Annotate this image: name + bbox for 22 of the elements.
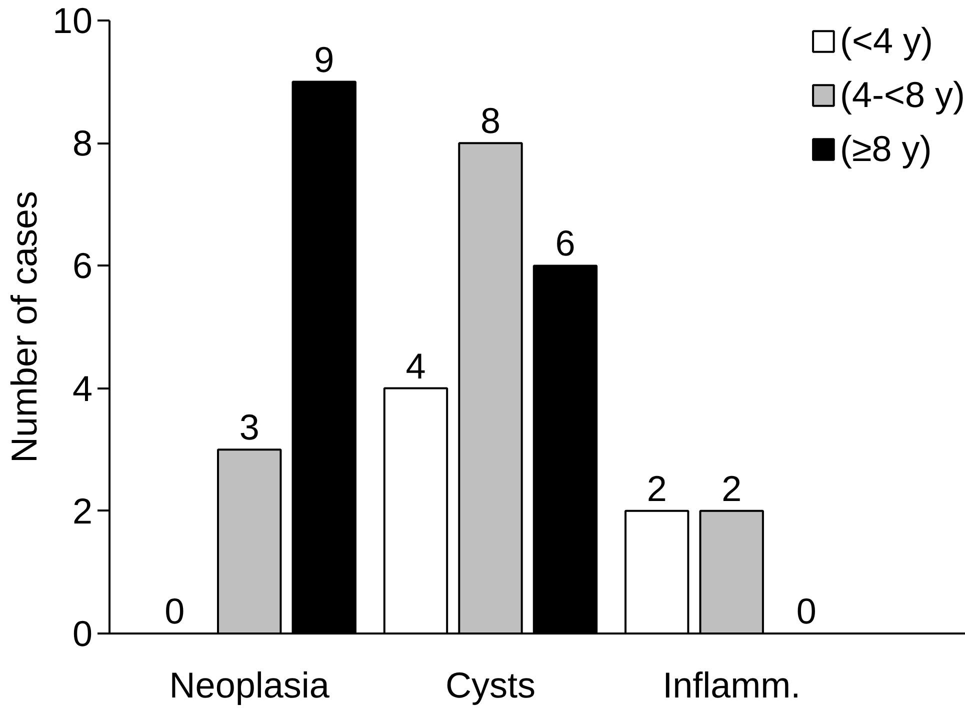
y-axis-title: Number of cases [3,190,44,464]
y-tick-label: 2 [72,490,93,532]
data-label: 2 [722,468,742,509]
legend-label: (<4 y) [840,20,933,62]
data-label: 9 [314,38,334,80]
data-label: 2 [646,468,667,509]
y-tick-label: 6 [72,245,93,286]
y-tick-label: 10 [52,0,93,41]
legend-label: (4-<8 y) [840,74,965,116]
x-tick-label: Inflamm. [662,664,801,706]
data-label: 8 [480,100,500,142]
data-label: 0 [796,590,816,632]
y-tick-label: 8 [72,122,93,164]
y-tick-label: 0 [72,613,93,654]
data-label: 3 [239,406,260,448]
data-label: 4 [406,345,426,386]
y-tick-label: 4 [72,368,93,409]
data-label: 6 [555,222,576,264]
x-tick-label: Neoplasia [169,664,330,706]
x-tick-label: Cysts [445,664,536,706]
data-label: 0 [164,590,185,632]
legend-label: (≥8 y) [840,128,932,170]
